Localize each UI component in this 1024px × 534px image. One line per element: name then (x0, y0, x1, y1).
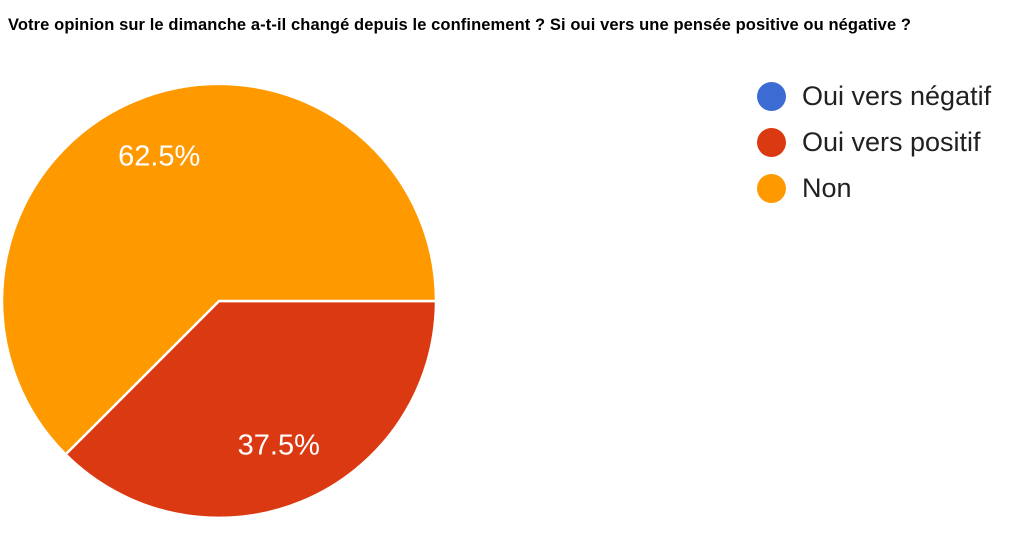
legend-swatch-icon (757, 128, 786, 157)
pie-slice-label: 37.5% (238, 429, 320, 461)
chart-title: Votre opinion sur le dimanche a-t-il cha… (8, 16, 912, 34)
legend-swatch-icon (757, 82, 786, 111)
pie-slice-2[interactable] (0, 82, 438, 456)
legend-item: Oui vers négatif (757, 82, 991, 111)
legend-swatch-icon (757, 174, 786, 203)
pie-slice-label: 62.5% (118, 141, 200, 173)
chart-legend: Oui vers négatif Oui vers positif Non (757, 82, 991, 220)
legend-label: Oui vers positif (802, 127, 981, 157)
pie-slice-1[interactable] (64, 299, 438, 520)
legend-label: Non (802, 173, 852, 203)
legend-item: Oui vers positif (757, 128, 991, 157)
legend-label: Oui vers négatif (802, 81, 992, 111)
legend-item: Non (757, 174, 991, 203)
